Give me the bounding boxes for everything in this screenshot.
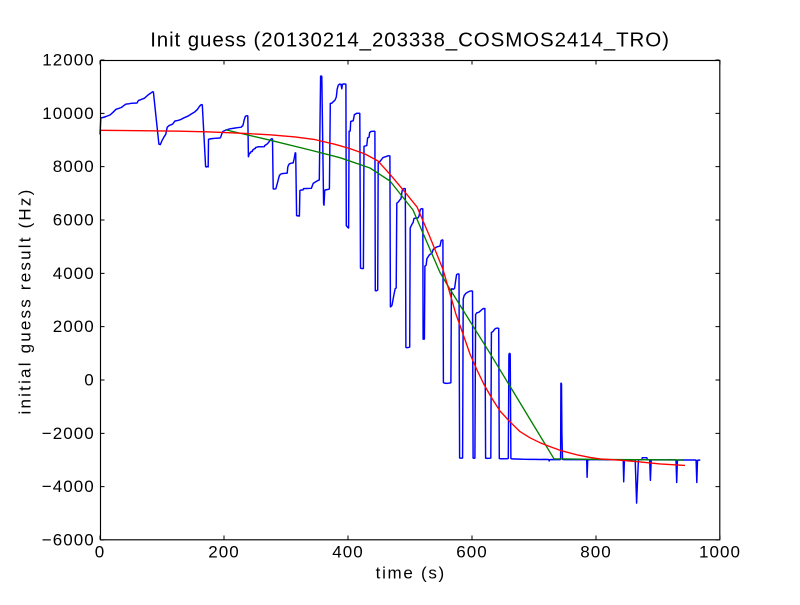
svg-text:10000: 10000	[42, 104, 95, 123]
svg-text:initial guess result (Hz): initial guess result (Hz)	[16, 188, 35, 415]
svg-text:Init guess (20130214_203338_CO: Init guess (20130214_203338_COSMOS2414_T…	[150, 28, 670, 51]
svg-text:0: 0	[95, 543, 106, 562]
svg-text:400: 400	[332, 543, 364, 562]
svg-text:1000: 1000	[699, 543, 741, 562]
svg-text:time (s): time (s)	[376, 564, 446, 583]
svg-text:4000: 4000	[53, 264, 95, 283]
svg-text:−2000: −2000	[42, 424, 95, 443]
svg-text:6000: 6000	[53, 211, 95, 230]
svg-text:2000: 2000	[53, 317, 95, 336]
svg-text:12000: 12000	[42, 51, 95, 70]
svg-text:200: 200	[208, 543, 240, 562]
svg-text:0: 0	[84, 371, 95, 390]
svg-text:8000: 8000	[53, 157, 95, 176]
svg-text:−4000: −4000	[42, 477, 95, 496]
svg-text:600: 600	[456, 543, 488, 562]
svg-text:800: 800	[580, 543, 612, 562]
svg-text:−6000: −6000	[42, 531, 95, 550]
